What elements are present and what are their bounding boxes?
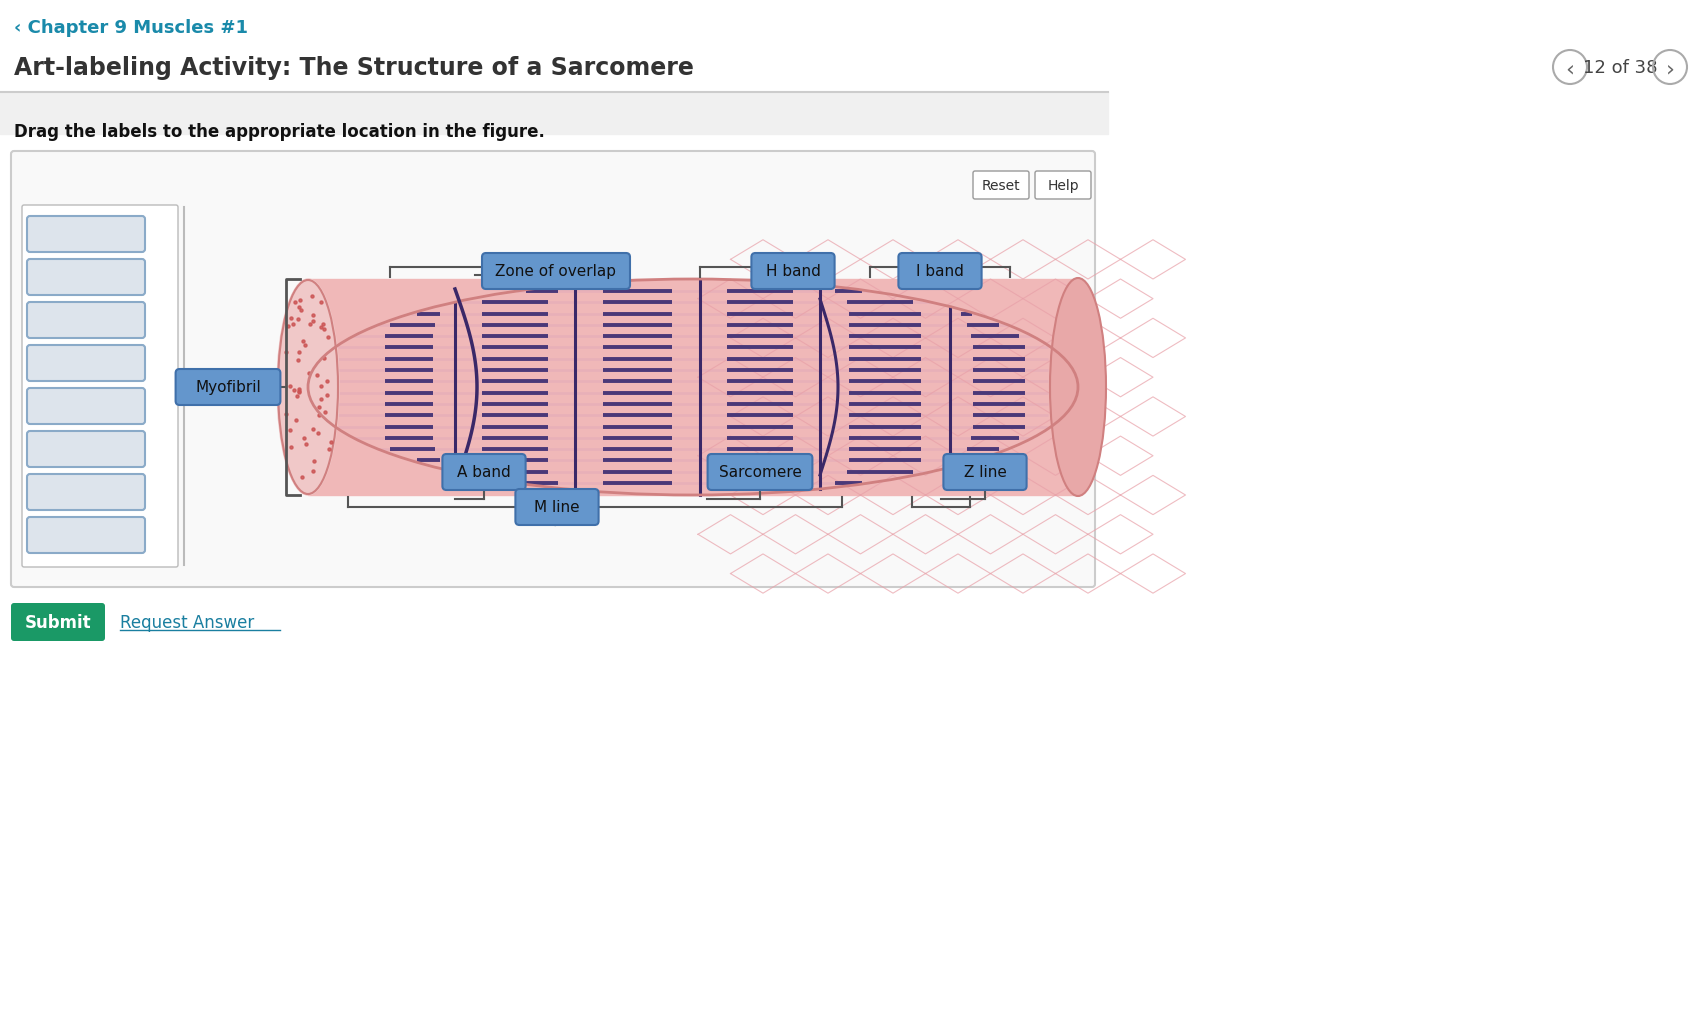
Text: Sarcomere: Sarcomere xyxy=(719,465,801,480)
Text: Zone of overlap: Zone of overlap xyxy=(495,264,616,279)
Text: Submit: Submit xyxy=(24,613,90,632)
FancyBboxPatch shape xyxy=(942,454,1026,490)
FancyBboxPatch shape xyxy=(27,217,145,253)
Text: 12 of 38: 12 of 38 xyxy=(1582,59,1656,76)
Text: ›: › xyxy=(1664,59,1673,78)
Text: Request Answer: Request Answer xyxy=(119,613,254,632)
FancyBboxPatch shape xyxy=(27,303,145,338)
FancyBboxPatch shape xyxy=(442,454,526,490)
FancyBboxPatch shape xyxy=(27,475,145,511)
Text: Help: Help xyxy=(1046,178,1079,193)
FancyBboxPatch shape xyxy=(22,206,178,568)
FancyBboxPatch shape xyxy=(751,254,835,289)
Text: A band: A band xyxy=(457,465,510,480)
Ellipse shape xyxy=(277,280,338,495)
FancyBboxPatch shape xyxy=(10,152,1094,587)
Text: Z line: Z line xyxy=(963,465,1005,480)
FancyBboxPatch shape xyxy=(176,370,280,406)
Text: ‹ Chapter 9 Muscles #1: ‹ Chapter 9 Muscles #1 xyxy=(14,19,248,37)
FancyBboxPatch shape xyxy=(1034,172,1091,200)
Text: Myofibril: Myofibril xyxy=(195,380,261,395)
FancyBboxPatch shape xyxy=(707,454,813,490)
Text: I band: I band xyxy=(915,264,963,279)
FancyBboxPatch shape xyxy=(27,432,145,468)
FancyBboxPatch shape xyxy=(10,603,104,641)
FancyBboxPatch shape xyxy=(898,254,982,289)
Text: Art-labeling Activity: The Structure of a Sarcomere: Art-labeling Activity: The Structure of … xyxy=(14,56,693,79)
FancyBboxPatch shape xyxy=(973,172,1028,200)
Bar xyxy=(307,280,1077,495)
Text: Reset: Reset xyxy=(982,178,1019,193)
Bar xyxy=(0,93,1108,135)
Text: M line: M line xyxy=(534,500,579,515)
FancyBboxPatch shape xyxy=(481,254,630,289)
Ellipse shape xyxy=(1050,280,1104,495)
FancyBboxPatch shape xyxy=(27,518,145,553)
FancyBboxPatch shape xyxy=(27,388,145,425)
FancyBboxPatch shape xyxy=(27,260,145,296)
Text: ‹: ‹ xyxy=(1565,59,1574,78)
FancyBboxPatch shape xyxy=(27,345,145,382)
FancyBboxPatch shape xyxy=(516,489,597,526)
Text: H band: H band xyxy=(765,264,819,279)
Text: Drag the labels to the appropriate location in the figure.: Drag the labels to the appropriate locat… xyxy=(14,123,545,141)
